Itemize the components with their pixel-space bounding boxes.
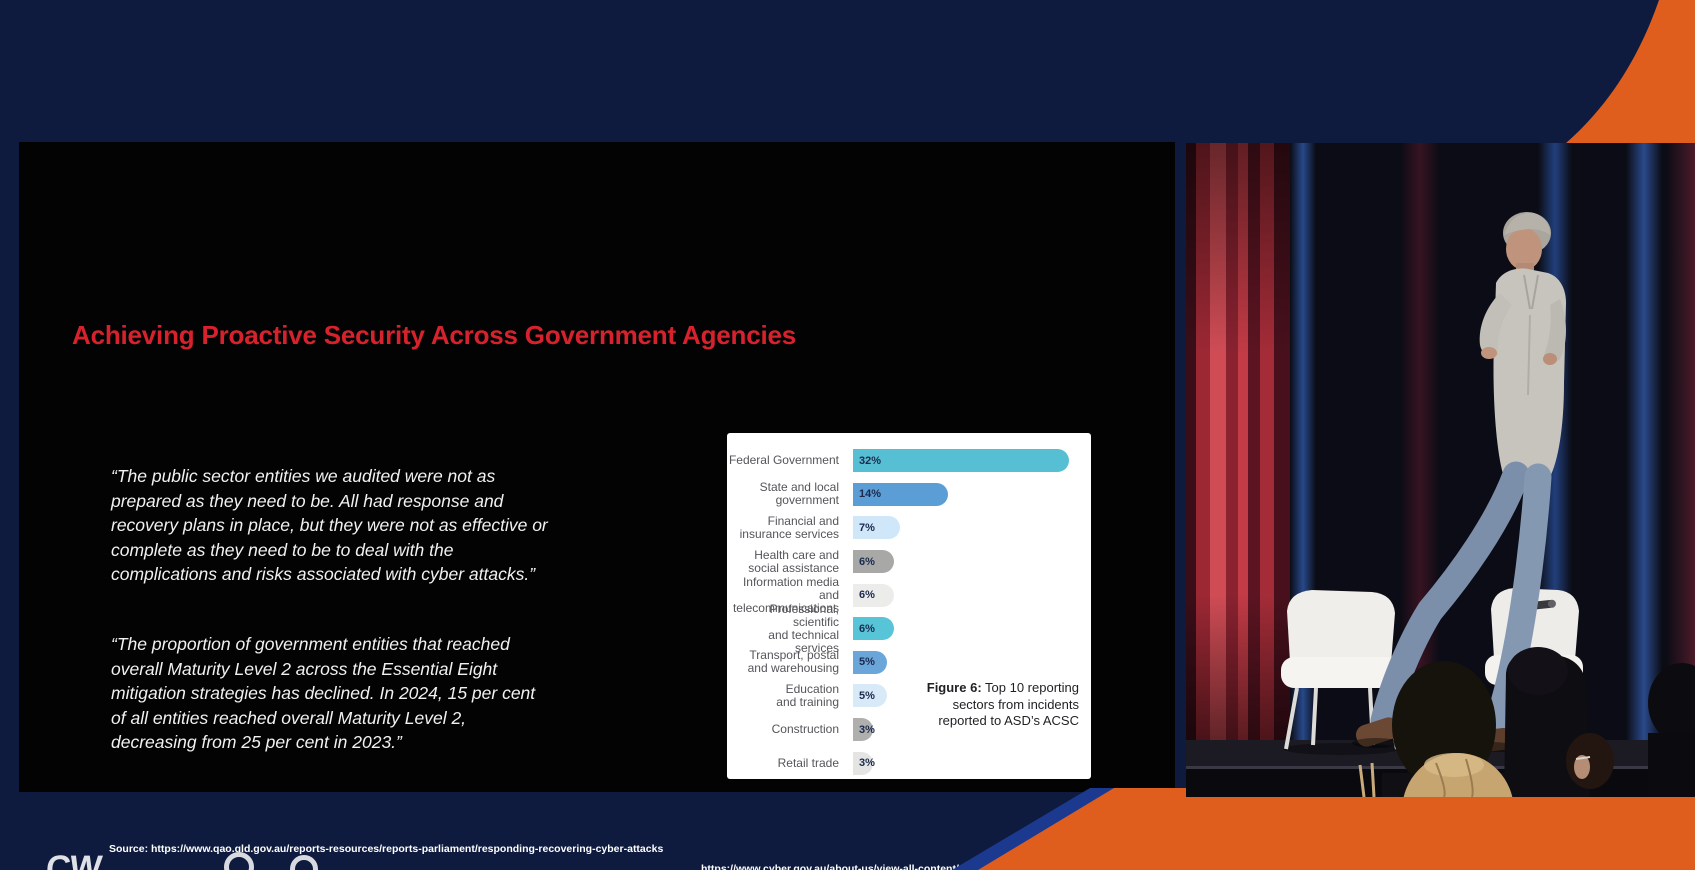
stage-curtains — [1186, 143, 1695, 745]
bar-chart-panel: Federal Government 32% State and local g… — [727, 433, 1091, 779]
chart-bar: 6% — [853, 617, 894, 641]
chart-bar-value: 3% — [859, 723, 875, 736]
chart-bar: 3% — [853, 718, 875, 742]
chart-row-construction: Construction 3% — [727, 713, 1091, 747]
chart-bar-value: 14% — [859, 488, 882, 501]
chart-bar: 32% — [853, 449, 1069, 473]
chart-row-label: Financial and insurance services — [739, 513, 839, 541]
chart-bar-value: 5% — [859, 689, 875, 702]
chart-bar: 6% — [853, 583, 894, 607]
chart-bar: 5% — [853, 684, 887, 708]
chart-row-label: State and local government — [759, 480, 839, 508]
chart-bar: 7% — [853, 516, 901, 540]
chart-row-financial: Financial and insurance services 7% — [727, 511, 1091, 545]
quote-audit-findings: “The public sector entities we audited w… — [111, 466, 548, 584]
quote-maturity-level: “The proportion of government entities t… — [111, 634, 536, 752]
chart-row-federal-government: Federal Government 32% — [727, 444, 1091, 478]
presentation-slide: Achieving Proactive Security Across Gove… — [19, 142, 1255, 870]
source-line-1: Source: https://www.qao.qld.gov.au/repor… — [109, 843, 663, 855]
bar-chart-rows: Federal Government 32% State and local g… — [727, 433, 1091, 780]
chart-row-label: Construction — [771, 722, 839, 737]
figure-caption-number: Figure 6: — [926, 680, 982, 695]
chart-row-information-media: Information media and telecommunications… — [727, 574, 1091, 615]
orange-corner-shape — [1566, 0, 1695, 143]
slide-title: Achieving Proactive Security Across Gove… — [72, 320, 797, 350]
chart-bar: 14% — [853, 482, 948, 506]
chart-bar-value: 6% — [859, 555, 875, 568]
ring-logo-icon — [290, 855, 318, 870]
chart-bar-value: 6% — [859, 622, 875, 635]
chart-row-transport-postal: Transport, postal and warehousing 5% — [727, 646, 1091, 680]
chart-row-label: Transport, postal and warehousing — [747, 648, 839, 676]
chart-bar-value: 6% — [859, 589, 875, 602]
chart-row-label: Education and training — [776, 681, 839, 709]
orange-bottom-band — [978, 788, 1695, 870]
chart-row-health-care: Health care and social assistance 6% — [727, 545, 1091, 579]
chart-row-label: Retail trade — [777, 755, 839, 770]
chart-bar: 3% — [853, 751, 875, 775]
chart-row-label: Professional, scientific and technical s… — [768, 601, 839, 655]
chart-bar: 5% — [853, 650, 887, 674]
chart-row-label: Information media and telecommunications — [732, 574, 839, 615]
chart-bar-value: 3% — [859, 757, 875, 770]
figure-caption: Figure 6: Top 10 reporting sectors from … — [901, 680, 1079, 730]
chart-bar: 6% — [853, 550, 894, 574]
source-url-1: https://www.qao.qld.gov.au/reports-resou… — [151, 843, 664, 855]
chart-row-label: Health care and social assistance — [748, 547, 839, 575]
chart-bar-value: 32% — [859, 454, 882, 467]
chart-row-state-local: State and local government 14% — [727, 478, 1091, 512]
chart-row-label: Federal Government — [728, 453, 839, 468]
ring-logo-icon — [224, 852, 254, 870]
chart-row-professional-scientific: Professional, scientific and technical s… — [727, 602, 1091, 654]
source-line-3: https://www.cyber.gov.au/about-us/view-a… — [701, 863, 1255, 870]
chart-bar-value: 7% — [859, 521, 875, 534]
source-label: Source: — [109, 843, 149, 855]
speaker-photo — [1186, 143, 1695, 797]
cw-watermark: CW — [44, 849, 103, 870]
blue-diagonal-stripe — [952, 788, 1116, 870]
figure-caption-text: Top 10 reporting sectors from incidents … — [938, 680, 1079, 728]
chart-row-retail-trade: Retail trade 3% — [727, 746, 1091, 780]
chart-row-education: Education and training 5% — [727, 679, 1091, 713]
audience-silhouettes — [1358, 647, 1695, 797]
chart-bar-value: 5% — [859, 656, 875, 669]
stage-scene — [1186, 143, 1695, 797]
